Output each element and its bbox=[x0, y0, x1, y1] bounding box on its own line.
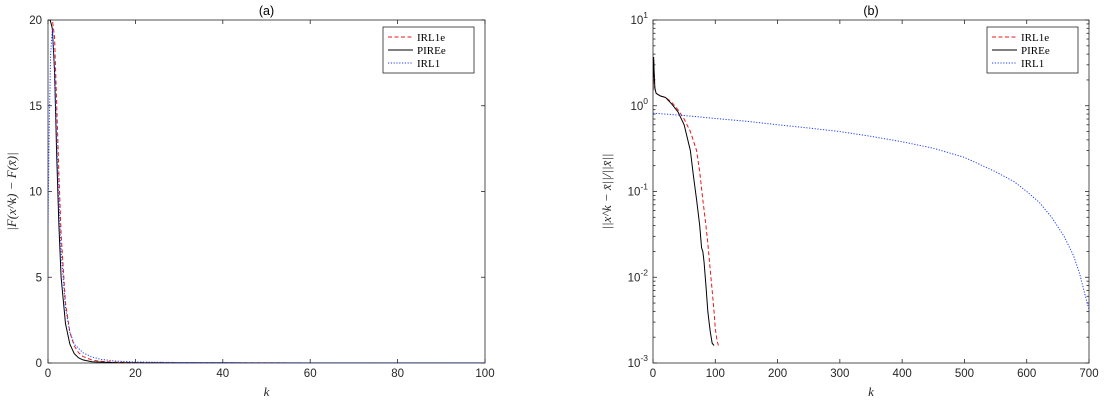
y-tick-label: 10-1 bbox=[628, 182, 649, 199]
legend-label-piree: PIREe bbox=[417, 45, 446, 57]
chart-title: (b) bbox=[863, 4, 878, 18]
y-tick-label: 10 bbox=[29, 187, 42, 199]
series-group bbox=[48, 20, 485, 363]
series-line-piree bbox=[653, 57, 715, 346]
legend-label-irl1: IRL1 bbox=[1021, 58, 1044, 70]
y-axis-label: ||x^k − x̄||/||x̄|| bbox=[599, 153, 614, 229]
x-tick-label: 0 bbox=[45, 368, 51, 380]
x-tick-label: 400 bbox=[893, 368, 912, 380]
y-axis-label: |F(x^k) − F(x̄)| bbox=[4, 152, 19, 230]
legend-label-piree: PIREe bbox=[1021, 45, 1050, 57]
series-line-piree bbox=[48, 20, 485, 363]
y-tick-label: 101 bbox=[630, 10, 648, 27]
x-tick-label: 500 bbox=[955, 368, 974, 380]
x-axis-label: k bbox=[264, 384, 270, 399]
series-group bbox=[653, 57, 1089, 346]
y-tick-label: 20 bbox=[29, 15, 42, 27]
chart-title: (a) bbox=[259, 4, 274, 18]
x-tick-label: 20 bbox=[129, 368, 142, 380]
y-tick-label: 0 bbox=[36, 358, 42, 370]
x-tick-label: 700 bbox=[1079, 368, 1098, 380]
x-tick-label: 200 bbox=[768, 368, 787, 380]
x-tick-label: 60 bbox=[304, 368, 317, 380]
y-tick-label: 10-2 bbox=[628, 267, 649, 284]
series-line-irl1 bbox=[653, 112, 1089, 310]
legend-label-irl1e: IRL1e bbox=[417, 32, 445, 44]
y-tick-label: 5 bbox=[36, 272, 42, 284]
x-tick-label: 300 bbox=[830, 368, 849, 380]
x-tick-label: 100 bbox=[475, 368, 494, 380]
series-line-irl1 bbox=[48, 28, 485, 363]
legend-label-irl1e: IRL1e bbox=[1021, 32, 1049, 44]
x-axis-label: k bbox=[868, 384, 874, 399]
chart-a: 0 20 40 60 80 100 0 5 10 15 20 (a) k |F(x^k) − F(x̄)|… bbox=[4, 4, 495, 399]
x-tick-label: 600 bbox=[1017, 368, 1036, 380]
y-tick-label: 15 bbox=[29, 101, 42, 113]
legend-label-irl1: IRL1 bbox=[417, 58, 440, 70]
y-tick-label: 100 bbox=[630, 96, 648, 113]
y-tick-label: 10-3 bbox=[628, 353, 649, 370]
series-line-irl1e bbox=[653, 59, 719, 346]
x-tick-label: 80 bbox=[391, 368, 404, 380]
x-tick-label: 100 bbox=[706, 368, 725, 380]
chart-b: 0 100 200 300 400 500 600 700 10-3 10-2 10-1 100 101… bbox=[599, 4, 1099, 399]
x-tick-label: 0 bbox=[650, 368, 656, 380]
x-tick-label: 40 bbox=[216, 368, 229, 380]
